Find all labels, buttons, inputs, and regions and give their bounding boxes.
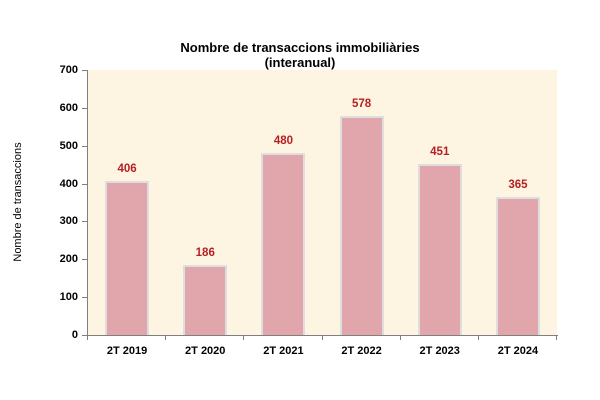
y-tick bbox=[82, 221, 87, 223]
y-tick-label: 600 bbox=[59, 101, 78, 114]
x-axis-line bbox=[87, 335, 558, 336]
x-tick bbox=[399, 336, 401, 340]
x-tick bbox=[87, 336, 88, 340]
x-tick-label: 2T 2019 bbox=[106, 345, 148, 357]
y-tick-label: 200 bbox=[59, 253, 78, 266]
x-tick-label: 2T 2024 bbox=[497, 345, 539, 357]
x-tick bbox=[556, 336, 557, 340]
bar-value-label: 578 bbox=[351, 98, 372, 111]
y-tick-label: 0 bbox=[71, 329, 78, 341]
x-tick bbox=[321, 336, 323, 340]
x-tick bbox=[477, 336, 479, 340]
chart-title: Nombre de transaccions immobiliàries bbox=[180, 40, 420, 55]
bar-value-label: 365 bbox=[508, 178, 528, 191]
x-tick-label: 2T 2022 bbox=[341, 345, 382, 357]
y-axis-line bbox=[87, 70, 88, 336]
y-tick bbox=[82, 70, 87, 71]
y-tick bbox=[82, 183, 87, 185]
bar bbox=[261, 153, 306, 335]
y-tick-label: 500 bbox=[59, 139, 78, 152]
bar bbox=[183, 264, 228, 335]
y-tick bbox=[82, 145, 87, 147]
bar-value-label: 186 bbox=[195, 246, 215, 259]
y-tick-label: 100 bbox=[59, 291, 78, 304]
plot-area bbox=[88, 70, 557, 335]
chart-subtitle: (interanual) bbox=[264, 55, 336, 70]
bar bbox=[339, 116, 384, 335]
y-tick-label: 400 bbox=[59, 177, 78, 190]
y-tick bbox=[82, 297, 87, 299]
x-tick-label: 2T 2020 bbox=[185, 345, 226, 357]
bar-value-label: 406 bbox=[117, 163, 137, 176]
y-tick-label: 300 bbox=[59, 215, 78, 228]
bar-value-label: 451 bbox=[430, 146, 450, 159]
x-tick-label: 2T 2023 bbox=[419, 345, 460, 357]
bar bbox=[417, 164, 462, 335]
y-axis-title: Nombre de transaccions bbox=[12, 142, 24, 262]
x-tick-label: 2T 2021 bbox=[263, 345, 304, 357]
x-tick bbox=[165, 336, 167, 340]
y-tick bbox=[82, 259, 87, 261]
bar-value-label: 480 bbox=[273, 135, 293, 148]
y-tick bbox=[82, 335, 87, 336]
bar bbox=[105, 181, 150, 335]
x-tick bbox=[243, 336, 245, 340]
bar bbox=[495, 196, 540, 335]
y-tick-label: 700 bbox=[59, 64, 78, 76]
y-tick bbox=[82, 107, 87, 109]
